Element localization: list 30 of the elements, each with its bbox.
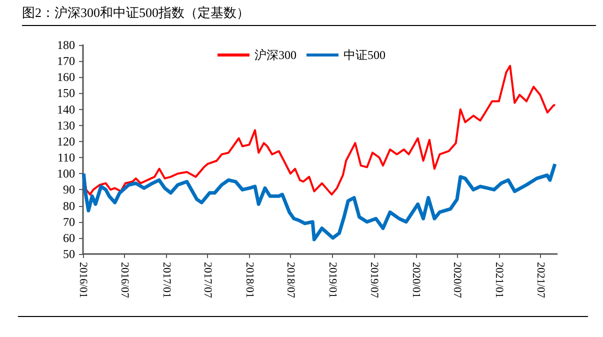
- x-tick-label: 2021/07: [534, 262, 546, 299]
- y-tick-label: 170: [57, 54, 75, 68]
- y-tick-label: 150: [57, 86, 75, 100]
- y-tick-label: 70: [63, 214, 75, 229]
- y-tick-label: 60: [63, 230, 75, 245]
- x-tick-label: 2019/01: [326, 262, 339, 298]
- y-tick-label: 180: [57, 38, 75, 52]
- x-tick-label: 2016/07: [118, 262, 130, 299]
- y-tick-label: 80: [63, 198, 75, 213]
- x-tick-label: 2020/07: [451, 262, 464, 299]
- y-tick-label: 100: [57, 166, 75, 181]
- y-tick-label: 90: [63, 182, 75, 197]
- x-tick-label: 2019/07: [368, 262, 380, 299]
- x-tick-label: 2018/07: [284, 262, 297, 299]
- x-tick-label: 2017/07: [202, 262, 214, 299]
- x-tick-label: 2020/01: [410, 262, 422, 298]
- y-tick-label: 120: [57, 134, 75, 148]
- line-series: [82, 162, 557, 242]
- x-tick-label: 2017/01: [160, 262, 172, 298]
- x-tick-label: 2016/01: [77, 262, 89, 298]
- x-tick-label: 2021/01: [493, 262, 506, 298]
- y-tick-label: 50: [63, 247, 75, 261]
- x-tick-label: 2018/01: [244, 262, 256, 298]
- legend-label: 沪深300: [254, 48, 296, 62]
- chart-title: 图2：沪深300和中证500指数（定基数）: [22, 4, 596, 26]
- y-tick-label: 160: [57, 70, 75, 84]
- y-tick-label: 130: [57, 118, 75, 132]
- y-tick-label: 110: [57, 150, 75, 165]
- y-tick-label: 140: [57, 102, 75, 116]
- legend-label: 中证500: [344, 48, 386, 62]
